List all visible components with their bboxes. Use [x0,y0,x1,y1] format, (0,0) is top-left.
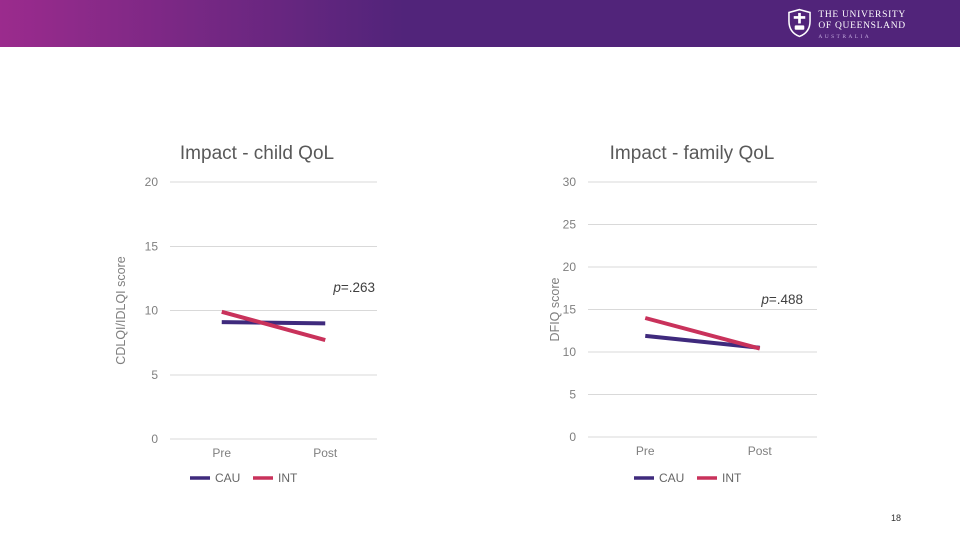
logo-australia: AUSTRALIA [818,33,872,40]
series-line-cau [645,333,760,350]
y-tick-label: 0 [151,432,158,446]
y-tick-label: 15 [563,303,577,317]
x-category-label: Post [313,446,338,460]
logo-university-line2: OF QUEENSLAND [818,20,906,31]
y-axis-title: DFIQ score [548,278,562,342]
y-tick-label: 20 [563,260,577,274]
chart-title: Impact - family QoL [610,143,775,164]
series-line-cau [221,320,326,326]
y-tick-label: 5 [569,388,576,402]
uq-logo-text: THE UNIVERSITY OF QUEENSLAND AUSTRALIA [818,8,906,40]
legend-label-int: INT [722,471,742,485]
legend-label-int: INT [278,471,298,485]
y-tick-label: 10 [563,345,577,359]
p-value-annotation: p=.488 [760,292,803,307]
series-line-int [221,309,326,342]
x-category-label: Pre [636,444,655,458]
x-category-label: Post [748,444,773,458]
page-number: 18 [891,513,902,523]
y-tick-label: 15 [145,239,159,253]
y-tick-label: 10 [145,304,159,318]
y-tick-label: 0 [569,430,576,444]
p-value-annotation: p=.263 [332,280,375,295]
y-tick-label: 30 [563,175,577,189]
uq-shield-icon [788,8,812,38]
series-line-int [644,316,761,351]
chart-title: Impact - child QoL [180,143,334,164]
y-tick-label: 25 [563,218,577,232]
y-axis-title: CDLQI/IDLQI score [114,256,128,364]
legend-label-cau: CAU [659,471,684,485]
header-bar: THE UNIVERSITY OF QUEENSLAND AUSTRALIA [0,0,960,47]
uq-logo: THE UNIVERSITY OF QUEENSLAND AUSTRALIA [788,8,906,40]
x-category-label: Pre [212,446,231,460]
y-tick-label: 20 [145,175,159,189]
logo-university-line1: THE UNIVERSITY [818,10,906,20]
chart-2: 0 5 10 15 20 25 30 Impact - family QoL DFIQ scor… [548,143,817,485]
legend-label-cau: CAU [215,471,240,485]
chart-1: 0 5 10 15 20 Impact - child QoL CDLQI/IDLQI sc… [114,143,377,485]
y-tick-label: 5 [151,368,158,382]
